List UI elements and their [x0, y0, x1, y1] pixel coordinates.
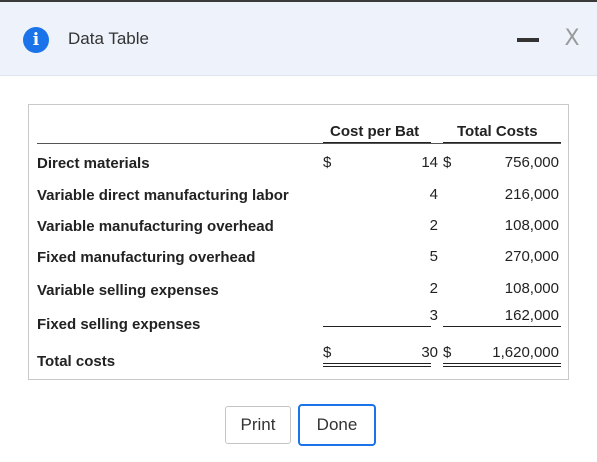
- row-label: Variable direct manufacturing labor: [37, 187, 289, 204]
- total-costs-value: 162,000: [504, 307, 559, 324]
- total-costs-value: 216,000: [504, 186, 559, 203]
- window-top-border: [0, 0, 597, 2]
- data-table-panel: Cost per Bat Total Costs Direct material…: [28, 104, 569, 380]
- double-underline: [443, 363, 561, 364]
- total-label: Total costs: [37, 353, 116, 370]
- total-costs-value: 270,000: [504, 248, 559, 265]
- double-underline: [323, 366, 431, 367]
- total-cost-per-bat-value: 30: [421, 344, 438, 361]
- row-label: Direct materials: [37, 155, 150, 172]
- minimize-icon[interactable]: [517, 38, 539, 42]
- dollar-sign: $: [323, 154, 332, 171]
- cost-per-bat-value: 2: [429, 217, 438, 234]
- total-costs-value: 108,000: [504, 280, 559, 297]
- row-label: Fixed manufacturing overhead: [37, 249, 256, 266]
- done-button[interactable]: Done: [298, 404, 376, 446]
- subtotal-line: [443, 326, 561, 327]
- info-icon: i: [23, 27, 49, 53]
- dialog-title: Data Table: [68, 29, 149, 48]
- close-icon[interactable]: X: [564, 26, 580, 51]
- row-label: Fixed selling expenses: [37, 316, 201, 333]
- header-cost-per-bat: Cost per Bat: [330, 123, 420, 140]
- cost-per-bat-value: 3: [429, 307, 438, 324]
- print-button[interactable]: Print: [225, 406, 291, 444]
- header-underline: [323, 142, 431, 143]
- total-costs-value: 756,000: [504, 154, 559, 171]
- dialog-header: i Data Table X: [0, 2, 597, 76]
- cost-per-bat-value: 14: [421, 154, 438, 171]
- cost-per-bat-value: 2: [429, 280, 438, 297]
- subtotal-line: [323, 326, 431, 327]
- dollar-sign: $: [443, 154, 452, 171]
- header-underline: [443, 142, 561, 143]
- double-underline: [443, 366, 561, 367]
- row-label: Variable manufacturing overhead: [37, 218, 274, 235]
- total-costs-grand-value: 1,620,000: [492, 344, 559, 361]
- cost-per-bat-value: 5: [429, 248, 438, 265]
- row-label: Variable selling expenses: [37, 282, 219, 299]
- dollar-sign: $: [323, 344, 332, 361]
- cost-per-bat-value: 4: [429, 186, 438, 203]
- double-underline: [323, 363, 431, 364]
- header-total-costs: Total Costs: [457, 123, 538, 140]
- total-costs-value: 108,000: [504, 217, 559, 234]
- dollar-sign: $: [443, 344, 452, 361]
- header-row-divider: [37, 143, 561, 144]
